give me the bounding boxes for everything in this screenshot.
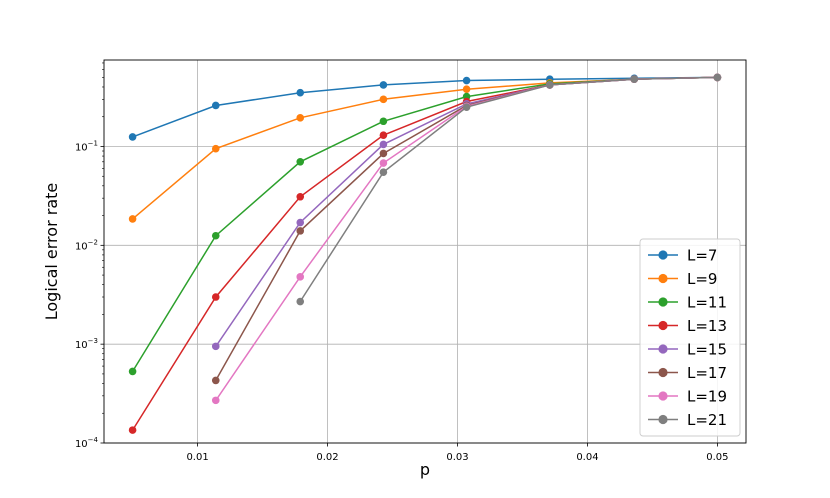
y-tick-exponent: −2 — [88, 238, 98, 246]
data-point — [211, 293, 220, 301]
y-tick-base: 10 — [75, 142, 88, 153]
series-l-7 — [128, 73, 722, 141]
data-point — [379, 95, 388, 104]
data-point — [296, 273, 305, 281]
data-point — [379, 168, 388, 176]
plot-area-frame — [103, 59, 747, 444]
data-point — [211, 342, 220, 351]
x-tick-label: 0.02 — [316, 452, 338, 463]
x-tick-label: 0.04 — [576, 452, 598, 463]
series-l-21 — [296, 73, 722, 306]
x-tick-label: 0.01 — [186, 452, 208, 463]
legend-marker — [658, 344, 668, 354]
data-point — [379, 140, 388, 149]
data-point — [128, 215, 137, 223]
legend-item: L=9 — [648, 270, 717, 288]
y-tick-exponent: −1 — [88, 139, 98, 147]
y-tick-base: 10 — [75, 439, 88, 450]
legend-label: L=19 — [687, 388, 727, 406]
data-point — [379, 159, 388, 167]
legend-marker — [658, 320, 668, 331]
x-tick-label: 0.05 — [706, 452, 728, 463]
legend-frame — [639, 238, 741, 437]
legend-label: L=11 — [687, 294, 727, 312]
data-point — [128, 367, 137, 376]
legend-marker — [658, 250, 668, 260]
legend-item: L=17 — [648, 364, 727, 382]
data-point — [128, 133, 137, 141]
data-point — [211, 231, 220, 240]
data-point — [379, 81, 388, 89]
legend-label: L=21 — [687, 411, 727, 429]
legend-marker — [658, 391, 668, 401]
y-tick-label: 10−2 — [75, 238, 98, 252]
y-tick-label: 10−3 — [75, 337, 98, 351]
series-line — [132, 76, 718, 220]
data-point — [462, 85, 471, 93]
y-tick-base: 10 — [75, 340, 88, 351]
data-point — [296, 157, 305, 166]
legend-item: L=21 — [648, 411, 727, 429]
data-point — [379, 149, 388, 158]
series-l-9 — [128, 73, 722, 223]
data-point — [462, 76, 471, 85]
y-tick-base: 10 — [75, 241, 88, 252]
data-point — [211, 144, 220, 153]
y-tick-label: 10−1 — [75, 139, 98, 153]
data-point — [211, 376, 220, 385]
legend-item: L=11 — [648, 294, 727, 312]
x-tick-label: 0.03 — [446, 452, 468, 463]
y-axis-label: Logical error rate — [42, 183, 61, 320]
legend-label: L=13 — [687, 317, 727, 335]
data-point — [296, 227, 305, 235]
legend-marker — [658, 414, 668, 425]
data-point — [296, 218, 305, 227]
data-point — [545, 81, 554, 89]
legend-marker — [658, 297, 668, 307]
y-tick-exponent: −4 — [88, 436, 99, 444]
y-tick-label: 10−4 — [75, 436, 99, 450]
legend-marker — [658, 367, 668, 378]
data-point — [128, 426, 137, 434]
series-line — [299, 76, 718, 302]
data-point — [379, 131, 388, 140]
legend: L=7 L=9 L=11 L=13 L=15 L=17 L=19 L=21 — [639, 238, 741, 437]
legend-item: L=19 — [648, 388, 727, 406]
legend-label: L=7 — [687, 247, 717, 265]
x-axis-label: p — [420, 460, 430, 479]
data-point — [462, 103, 471, 111]
data-point — [379, 117, 388, 126]
data-point — [296, 114, 305, 122]
legend-label: L=9 — [687, 270, 717, 288]
data-point — [296, 192, 305, 201]
legend-item: L=7 — [648, 247, 717, 265]
data-point — [296, 88, 305, 97]
data-point — [630, 75, 639, 83]
data-series — [128, 73, 722, 434]
y-tick-exponent: −3 — [88, 337, 98, 345]
data-point — [713, 73, 722, 82]
legend-item: L=15 — [648, 341, 727, 359]
series-line — [132, 76, 718, 138]
legend-label: L=17 — [687, 364, 727, 382]
data-point — [211, 396, 220, 405]
data-point — [296, 297, 305, 306]
legend-label: L=15 — [687, 341, 727, 359]
legend-item: L=13 — [648, 317, 727, 335]
series-line — [131, 76, 718, 372]
legend-marker — [658, 273, 668, 284]
data-point — [211, 101, 220, 110]
